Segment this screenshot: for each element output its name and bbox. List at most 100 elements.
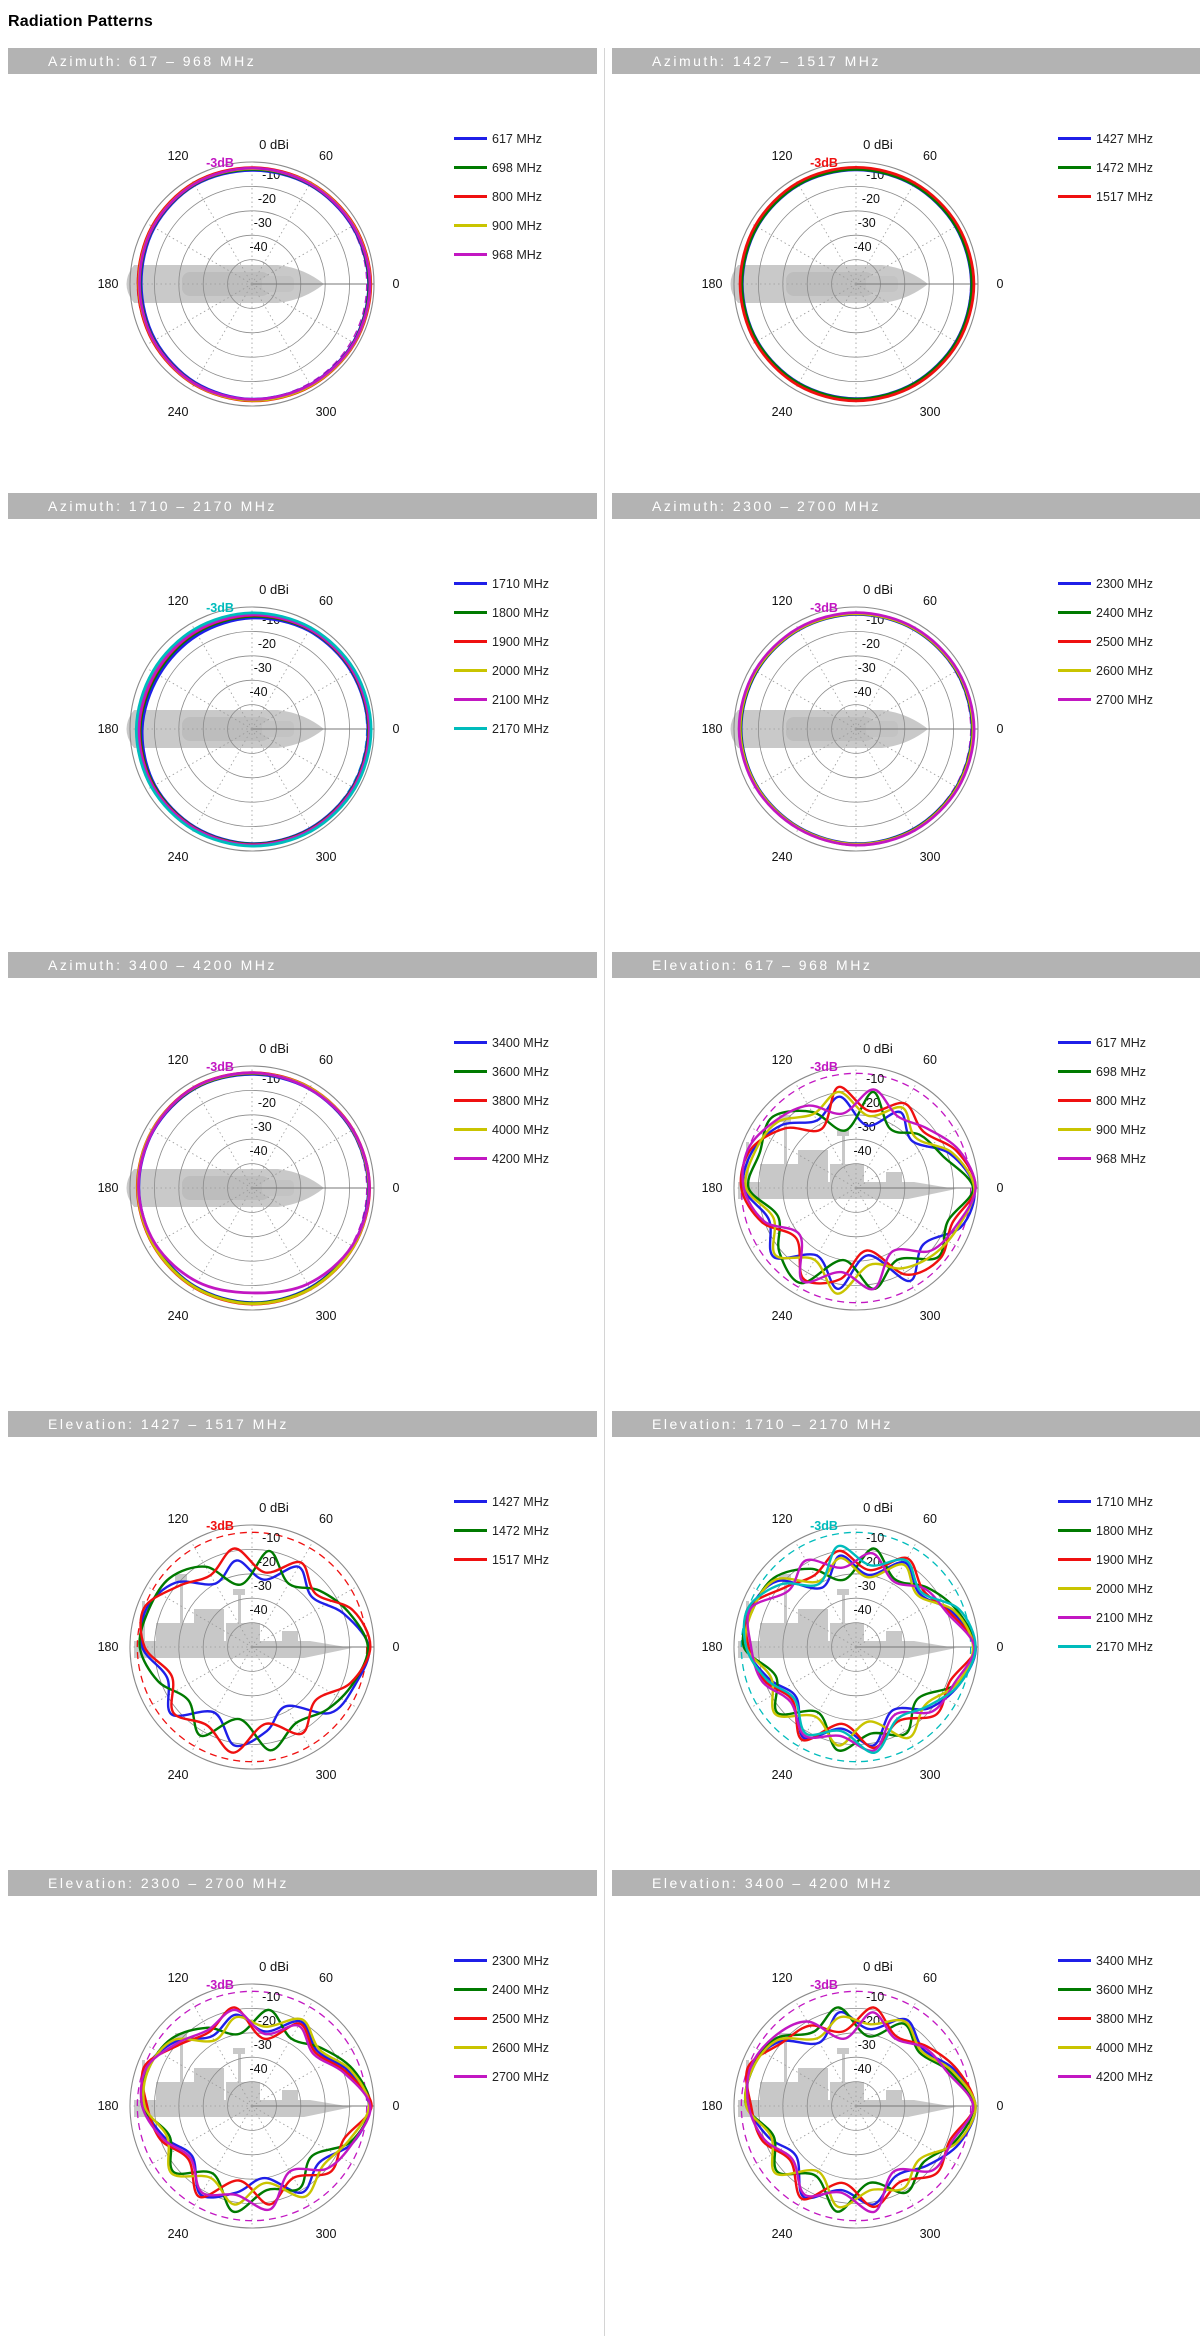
legend-swatch (1058, 1558, 1091, 1561)
radial-tick-label: -30 (858, 216, 876, 230)
legend-swatch (454, 166, 487, 169)
legend-item: 800 MHz (454, 182, 542, 211)
radial-tick-label: -40 (249, 240, 267, 254)
legend-item: 698 MHz (1058, 1057, 1146, 1086)
legend-label: 2100 MHz (492, 692, 549, 707)
legend-item: 1900 MHz (1058, 1545, 1153, 1574)
legend-item: 2700 MHz (1058, 685, 1153, 714)
angle-label: 60 (923, 594, 937, 608)
zero-dbi-label: 0 dBi (259, 1041, 289, 1056)
radiation-polar-chart: 0 60 120 180 240 300 -10 -20 -30 -40 0 dBi -3dB 3400… (612, 1896, 1200, 2315)
zero-dbi-label: 0 dBi (259, 1959, 289, 1974)
legend-item: 4000 MHz (1058, 2033, 1153, 2062)
trace-group (136, 166, 373, 403)
legend-label: 3800 MHz (492, 1093, 549, 1108)
angle-label: 0 (393, 1640, 400, 1654)
trace-group (739, 1085, 977, 1295)
ref-3db-label: -3dB (206, 1519, 234, 1533)
ref-circle-3db (740, 1531, 972, 1763)
angle-label: 0 (997, 1181, 1004, 1195)
angle-label: 0 (393, 277, 400, 291)
legend-swatch (454, 1070, 487, 1073)
chart-cell-elevation-1427-1517: Elevation: 1427 – 1517 MHz 0 60 120 180 240 3… (8, 1411, 597, 1856)
legend-label: 1427 MHz (1096, 131, 1153, 146)
trace-2100-mhz (746, 1552, 976, 1753)
angle-label: 240 (168, 1309, 189, 1323)
legend-label: 2600 MHz (492, 2040, 549, 2055)
legend-item: 1517 MHz (454, 1545, 549, 1574)
radial-tick-label: -10 (866, 1990, 884, 2004)
legend-label: 1427 MHz (492, 1494, 549, 1509)
angle-label: 60 (923, 1971, 937, 1985)
legend-swatch (454, 698, 487, 701)
zero-dbi-label: 0 dBi (863, 1041, 893, 1056)
legend-label: 800 MHz (1096, 1093, 1147, 1108)
chart-cell-azimuth-1710-2170: Azimuth: 1710 – 2170 MHz 0 60 120 180 240 300… (8, 493, 597, 938)
angle-label: 0 (393, 722, 400, 736)
legend-label: 3600 MHz (492, 1064, 549, 1079)
angle-label: 300 (316, 1309, 337, 1323)
ref-3db-label: -3dB (206, 1060, 234, 1074)
legend-swatch (454, 727, 487, 730)
angle-label: 60 (923, 149, 937, 163)
zero-dbi-label: 0 dBi (863, 137, 893, 152)
chart-header: Azimuth: 3400 – 4200 MHz (8, 952, 597, 978)
trace-4000-mhz (743, 2015, 977, 2209)
angle-label: 180 (98, 722, 119, 736)
trace-1472-mhz (740, 167, 974, 401)
angle-label: 300 (920, 1309, 941, 1323)
legend-swatch (454, 2075, 487, 2078)
angle-label: 60 (923, 1512, 937, 1526)
angle-label: 120 (772, 1512, 793, 1526)
legend-label: 1900 MHz (1096, 1552, 1153, 1567)
angle-label: 180 (98, 1181, 119, 1195)
angle-label: 0 (393, 1181, 400, 1195)
legend-swatch (1058, 1959, 1091, 1962)
legend-swatch (1058, 1128, 1091, 1131)
trace-1517-mhz (738, 166, 976, 403)
legend-label: 1900 MHz (492, 634, 549, 649)
legend-label: 617 MHz (1096, 1035, 1147, 1050)
device-side-view-silhouette (134, 1574, 352, 1658)
ref-3db-label: -3dB (810, 156, 838, 170)
radial-tick-label: -40 (853, 2062, 871, 2076)
legend-item: 1427 MHz (1058, 124, 1153, 153)
chart-cell-azimuth-2300-2700: Azimuth: 2300 – 2700 MHz 0 60 120 180 240 300… (612, 493, 1200, 938)
radial-tick-label: -20 (258, 637, 276, 651)
legend-item: 698 MHz (454, 153, 542, 182)
legend-label: 2300 MHz (1096, 576, 1153, 591)
legend-swatch (454, 611, 487, 614)
legend-item: 1900 MHz (454, 627, 549, 656)
ref-circle-3db (136, 1990, 368, 2222)
radiation-polar-chart: 0 60 120 180 240 300 -10 -20 -30 -40 0 dBi -3dB 2300… (8, 1896, 597, 2315)
legend-swatch (1058, 166, 1091, 169)
legend-item: 2500 MHz (1058, 627, 1153, 656)
legend: 617 MHz 698 MHz 800 MHz 900 MHz 968 MHz (1058, 1028, 1146, 1173)
angle-label: 120 (168, 1512, 189, 1526)
legend-swatch (1058, 1529, 1091, 1532)
legend-item: 1517 MHz (1058, 182, 1153, 211)
legend: 3400 MHz 3600 MHz 3800 MHz 4000 MHz 4200 MHz (1058, 1946, 1153, 2091)
chart-cell-elevation-1710-2170: Elevation: 1710 – 2170 MHz 0 60 120 180 240 3… (612, 1411, 1200, 1856)
legend-swatch (454, 1988, 487, 1991)
ref-circle-3db (740, 1072, 972, 1304)
radiation-polar-chart: 0 60 120 180 240 300 -10 -20 -30 -40 0 dBi -3dB 3400… (8, 978, 597, 1397)
trace-4200-mhz (745, 2011, 975, 2214)
zero-dbi-label: 0 dBi (259, 582, 289, 597)
ref-3db-label: -3dB (206, 156, 234, 170)
radial-tick-label: -20 (862, 637, 880, 651)
radial-tick-label: -40 (853, 1144, 871, 1158)
legend-swatch (1058, 669, 1091, 672)
trace-4200-mhz (137, 1071, 371, 1295)
ref-3db-label: -3dB (810, 1978, 838, 1992)
legend-swatch (1058, 1587, 1091, 1590)
legend-label: 2500 MHz (492, 2011, 549, 2026)
legend-swatch (1058, 611, 1091, 614)
legend-item: 2100 MHz (1058, 1603, 1153, 1632)
angle-label: 240 (772, 1309, 793, 1323)
legend-label: 968 MHz (492, 247, 543, 262)
trace-968-mhz (741, 1088, 977, 1291)
legend-item: 4200 MHz (1058, 2062, 1153, 2091)
angle-label: 120 (168, 149, 189, 163)
